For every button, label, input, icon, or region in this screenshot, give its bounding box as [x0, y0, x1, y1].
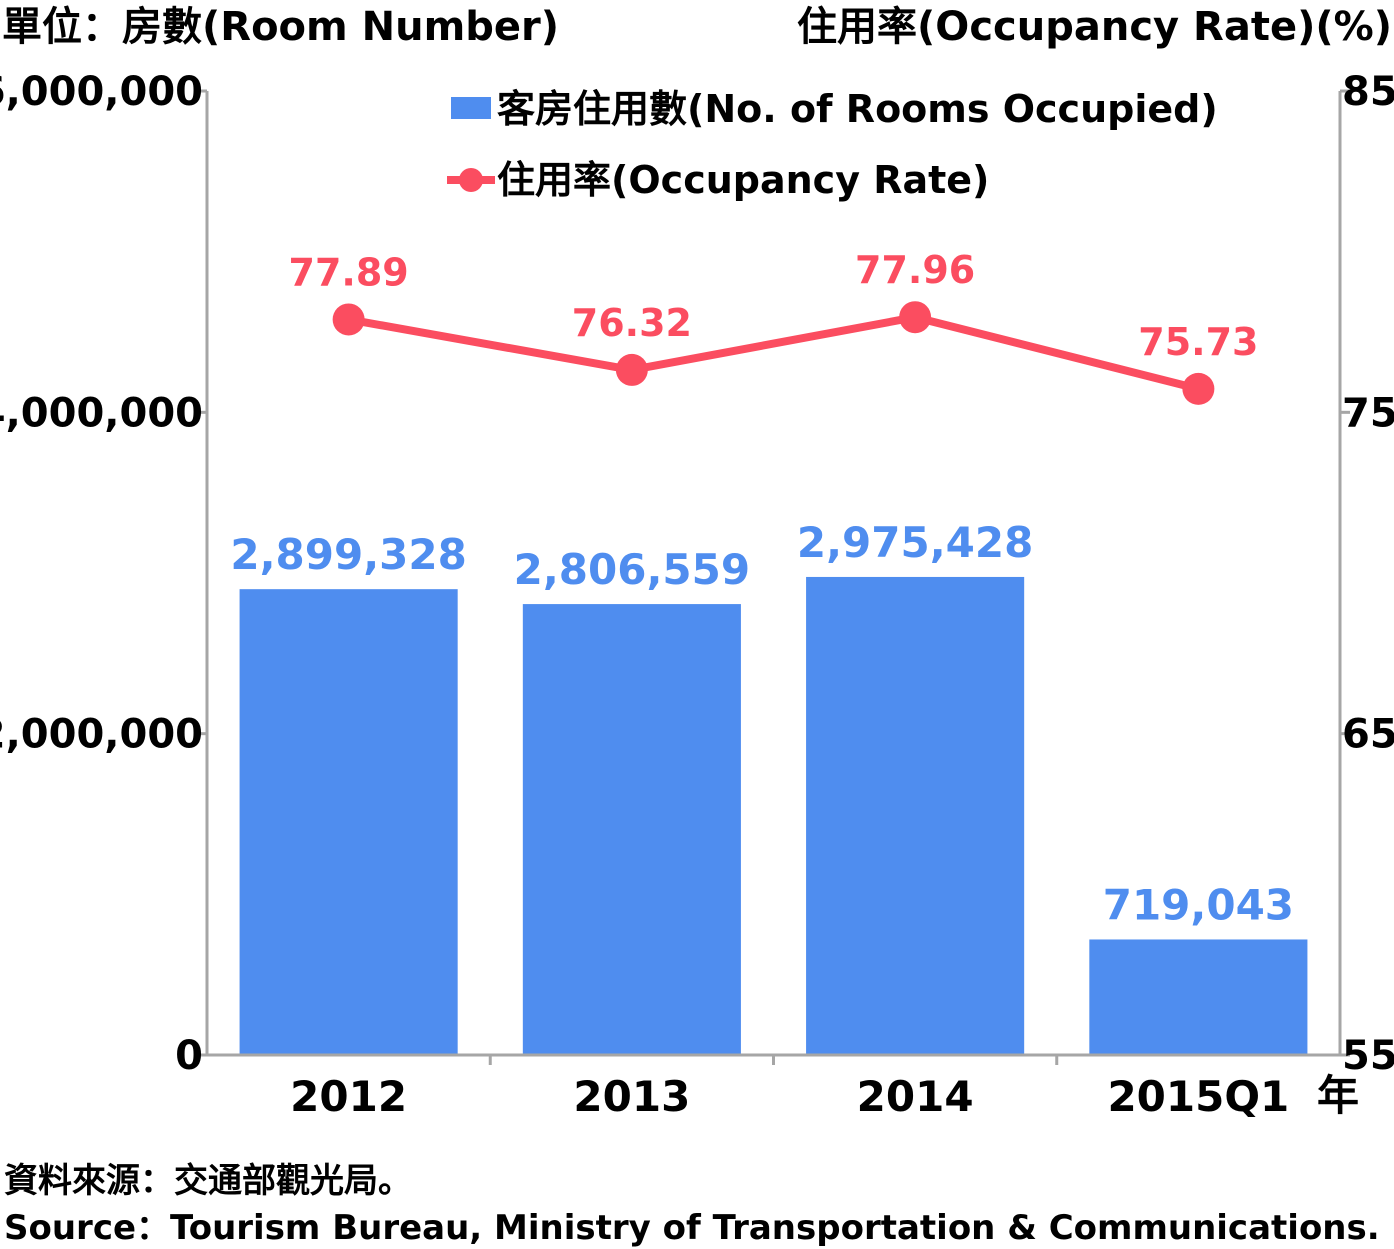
rate-value-label: 75.73 — [1138, 320, 1258, 364]
bar-value-label: 2,899,328 — [230, 530, 466, 579]
rate-value-label: 77.96 — [855, 248, 975, 292]
legend-line-label: 住用率(Occupancy Rate) — [497, 158, 989, 202]
bar-2015Q1 — [1089, 939, 1308, 1055]
legend-line-marker — [459, 168, 483, 192]
left-axis-title: 單位：房數(Room Number) — [2, 4, 559, 50]
bar-2014 — [806, 576, 1025, 1055]
rate-value-label: 77.89 — [289, 250, 409, 294]
x-tick-label: 2014 — [857, 1072, 974, 1121]
rate-value-label: 76.32 — [572, 301, 692, 345]
left-tick-label: 2,000,000 — [0, 712, 203, 758]
x-unit-label: 年 — [1317, 1071, 1359, 1120]
right-axis-title: 住用率(Occupancy Rate)(%) — [797, 4, 1392, 50]
bar-value-label: 719,043 — [1103, 880, 1294, 929]
bar-value-label: 2,806,559 — [514, 545, 750, 594]
source-zh: 資料來源：交通部觀光局。 — [4, 1161, 412, 1201]
rate-point-2012 — [332, 303, 365, 336]
left-tick-label: 4,000,000 — [0, 390, 203, 436]
occupancy-rate-line — [347, 313, 1200, 393]
rate-point-2014 — [899, 301, 932, 334]
x-tick-label: 2012 — [290, 1072, 407, 1121]
bar-2013 — [522, 604, 741, 1055]
plot-area: 2,899,328 2,806,559 2,975,428 719,043 0 2,000… — [0, 69, 1394, 1121]
left-tick-label: 0 — [175, 1033, 203, 1079]
bar-2012 — [239, 589, 458, 1055]
right-tick-label: 65 — [1342, 712, 1394, 758]
rate-point-2015Q1 — [1182, 372, 1215, 405]
combo-chart: 單位：房數(Room Number) 住用率(Occupancy Rate)(%… — [0, 4, 1394, 1121]
rate-point-2013 — [615, 353, 648, 386]
bar-value-label: 2,975,428 — [797, 518, 1033, 567]
source-en: Source：Tourism Bureau, Ministry of Trans… — [4, 1208, 1380, 1248]
x-tick-label: 2013 — [573, 1072, 690, 1121]
right-tick-label: 75 — [1342, 390, 1394, 436]
right-tick-label: 55 — [1342, 1033, 1394, 1079]
x-tick-label: 2015Q1 — [1107, 1072, 1289, 1121]
legend-bar-label: 客房住用數(No. of Rooms Occupied) — [497, 87, 1218, 131]
left-tick-label: 6,000,000 — [0, 69, 203, 115]
right-tick-label: 85 — [1342, 69, 1394, 115]
legend-bar-swatch — [451, 97, 491, 119]
legend: 客房住用數(No. of Rooms Occupied) 住用率(Occupan… — [447, 87, 1218, 202]
